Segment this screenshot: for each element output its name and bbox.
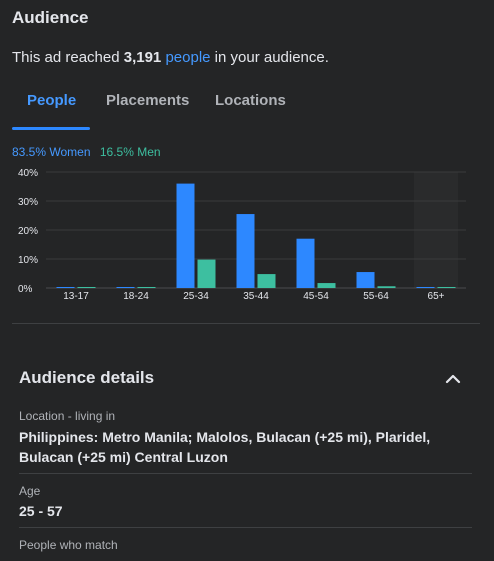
reach-suffix: in your audience. [210, 49, 329, 66]
bar-men-18-24 [137, 287, 156, 288]
x-tick-label: 45-54 [303, 291, 329, 302]
field-divider [19, 527, 472, 528]
legend-men: 16.5% Men [99, 145, 161, 159]
field-divider [19, 473, 472, 474]
x-tick-label: 18-24 [123, 291, 149, 302]
age-gender-chart: 0% 10% 20% 30% 40% 13-17 18-24 25-34 35-44 45-54 5… [18, 168, 466, 302]
reach-summary: This ad reached 3,191 people in your aud… [12, 49, 329, 66]
bar-women-18-24 [116, 287, 135, 288]
chevron-up-icon[interactable] [444, 370, 462, 388]
y-tick-label: 40% [18, 168, 38, 179]
page-title: Audience [12, 8, 89, 27]
bar-men-45-54 [317, 283, 336, 288]
x-tick-label: 35-44 [243, 291, 269, 302]
tab-people[interactable]: People [27, 92, 77, 109]
reach-count: 3,191 [123, 49, 162, 66]
y-tick-label: 10% [18, 255, 38, 266]
people-who-match-label: People who match [19, 538, 118, 552]
x-tick-label: 65+ [428, 291, 445, 302]
age-value: 25 - 57 [19, 503, 63, 519]
audience-details-title: Audience details [19, 368, 155, 387]
bar-women-65+ [416, 287, 435, 288]
bar-women-13-17 [56, 287, 75, 288]
x-tick-label: 55-64 [363, 291, 389, 302]
x-tick-label: 25-34 [183, 291, 209, 302]
people-link[interactable]: people [165, 49, 211, 66]
bar-women-55-64 [356, 272, 375, 288]
legend-women: 83.5% Women [12, 145, 91, 159]
bar-men-35-44 [257, 274, 276, 288]
bar-men-65+ [437, 287, 456, 288]
chart-legend: 83.5% Women 16.5% Men [12, 145, 161, 159]
bar-women-35-44 [236, 214, 255, 288]
bar-women-25-34 [176, 183, 195, 288]
bar-men-25-34 [197, 259, 216, 288]
y-tick-label: 30% [18, 197, 38, 208]
x-tick-label: 13-17 [63, 291, 89, 302]
reach-prefix: This ad reached [12, 49, 124, 66]
bar-women-45-54 [296, 238, 315, 288]
active-tab-indicator [12, 127, 90, 130]
y-tick-label: 20% [18, 226, 38, 237]
location-label: Location - living in [19, 409, 116, 423]
tab-locations[interactable]: Locations [215, 92, 286, 109]
bar-men-55-64 [377, 286, 396, 288]
tab-bar: People Placements Locations [12, 84, 482, 132]
age-label: Age [19, 484, 41, 498]
y-tick-label: 0% [18, 284, 33, 295]
tab-placements[interactable]: Placements [106, 92, 190, 109]
location-value: Philippines: Metro Manila; Malolos, Bula… [19, 429, 431, 465]
bar-men-13-17 [77, 287, 96, 288]
section-divider [12, 323, 480, 324]
